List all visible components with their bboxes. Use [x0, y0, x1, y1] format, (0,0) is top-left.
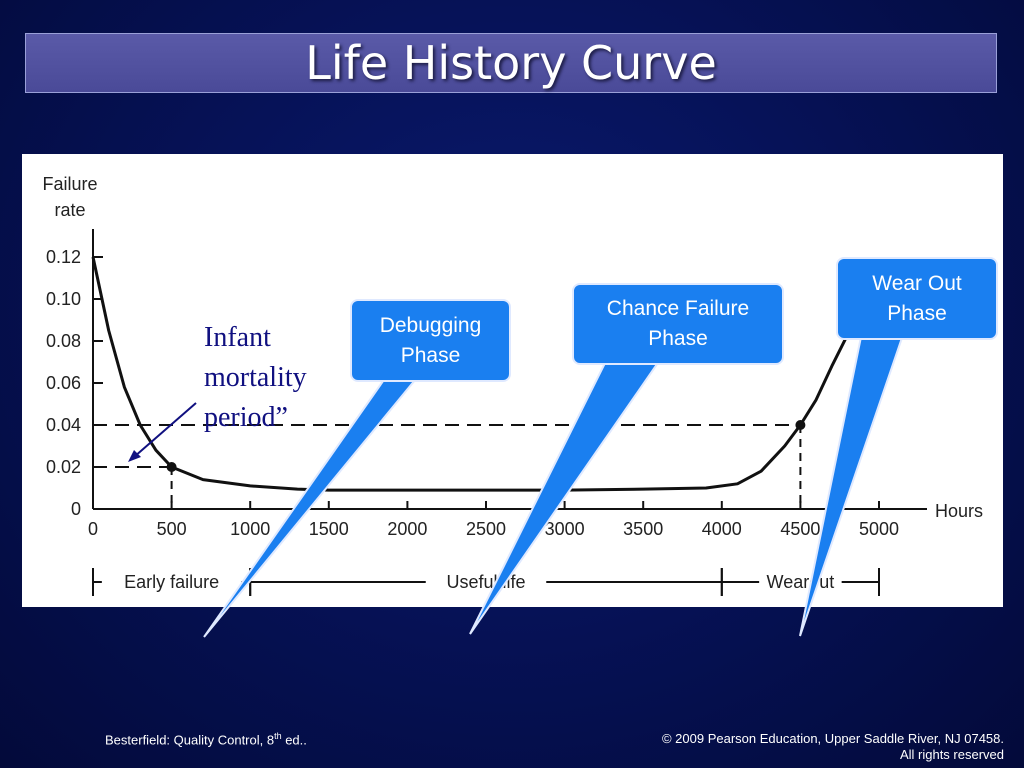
- x-tick-label: 2000: [387, 519, 427, 539]
- y-tick-label: 0: [71, 499, 81, 519]
- x-tick-label: 500: [157, 519, 187, 539]
- y-axis-label: rate: [54, 200, 85, 220]
- footer-copyright: © 2009 Pearson Education, Upper Saddle R…: [662, 731, 1004, 763]
- curve-marker: [166, 462, 177, 472]
- footer-citation-suffix: ed..: [281, 732, 307, 748]
- life-history-chart: 0 0.02 0.04 0.06 0.08 0.10 0.12 0 500 1000 1500 200…: [42, 174, 983, 596]
- x-tick-label: 5000: [859, 519, 899, 539]
- y-tick-label: 0.02: [46, 457, 81, 477]
- infant-mortality-label: Infant mortality period”: [204, 322, 307, 433]
- chart-panel: 0 0.02 0.04 0.06 0.08 0.10 0.12 0 500 1000 1500 200…: [22, 154, 1003, 607]
- x-tick-label: 3500: [623, 519, 663, 539]
- phase-label: Early failure: [124, 572, 219, 592]
- x-tick-label: 2500: [466, 519, 506, 539]
- x-tick-label: 4500: [780, 519, 820, 539]
- x-tick-label: 4000: [702, 519, 742, 539]
- chance-failure-phase-callout: Chance Failure Phase: [572, 283, 784, 365]
- x-axis-label: Hours: [935, 501, 983, 521]
- title-bar: Life History Curve: [25, 33, 997, 93]
- wear-out-phase-label: Wear Out Phase: [872, 271, 962, 325]
- footer-citation: Besterfield: Quality Control, 8th ed..: [105, 731, 307, 747]
- x-tick-label: 1500: [309, 519, 349, 539]
- footer-copyright-line2: All rights reserved: [899, 747, 1004, 762]
- y-tick-label: 0.06: [46, 373, 81, 393]
- footer-citation-text: Besterfield: Quality Control, 8: [105, 732, 275, 748]
- phase-label: Wearout: [767, 572, 835, 592]
- slide-title: Life History Curve: [305, 36, 717, 90]
- y-tick-label: 0.10: [46, 289, 81, 309]
- footer-copyright-line1: © 2009 Pearson Education, Upper Saddle R…: [661, 731, 1004, 746]
- y-tick-label: 0.12: [46, 247, 81, 267]
- phase-label: Useful life: [446, 572, 525, 592]
- chance-failure-phase-label: Chance Failure Phase: [606, 297, 750, 350]
- y-tick-label: 0.04: [46, 415, 81, 435]
- y-tick-label: 0.08: [46, 331, 81, 351]
- x-tick-label: 0: [88, 519, 98, 539]
- footer-citation-sup: th: [274, 731, 282, 741]
- x-tick-label: 3000: [545, 519, 585, 539]
- wear-out-phase-callout: Wear Out Phase: [836, 257, 998, 340]
- curve-marker: [795, 420, 806, 430]
- debugging-phase-callout: Debugging Phase: [350, 299, 511, 382]
- debugging-phase-label: Debugging Phase: [379, 313, 482, 367]
- y-axis-label: Failure: [42, 174, 97, 194]
- x-tick-label: 1000: [230, 519, 270, 539]
